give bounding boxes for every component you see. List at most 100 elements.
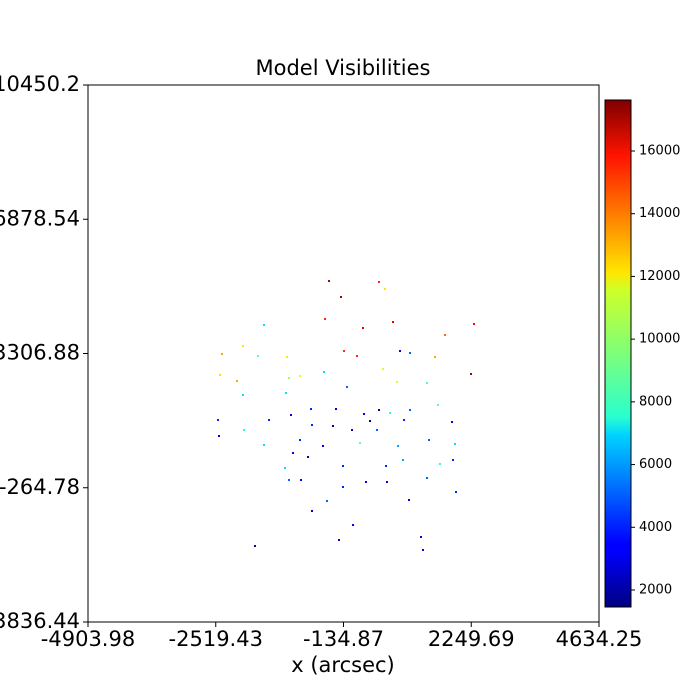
point [235, 380, 238, 383]
point [219, 373, 222, 376]
point [469, 373, 472, 376]
point [285, 392, 288, 395]
point [403, 418, 406, 421]
point [298, 439, 301, 442]
y-tick-label: 6878.54 [0, 206, 80, 230]
point [241, 393, 244, 396]
point [286, 355, 289, 358]
point [402, 459, 405, 462]
point [288, 377, 291, 380]
point [426, 476, 429, 479]
point [453, 443, 456, 446]
point [396, 380, 399, 383]
colorbar-tick-label: 16000 [639, 143, 680, 158]
point [361, 327, 364, 330]
point [283, 466, 286, 469]
colorbar-tick-label: 14000 [639, 206, 680, 221]
point [241, 345, 244, 348]
point [292, 451, 295, 454]
point [298, 375, 301, 378]
point [268, 418, 271, 421]
point [399, 350, 402, 353]
point [444, 334, 447, 337]
point [369, 420, 372, 423]
colorbar-tick-label: 12000 [639, 269, 680, 284]
point [436, 403, 439, 406]
point [253, 545, 256, 548]
chart-title: Model Visibilities [255, 56, 430, 80]
x-tick-label: 4634.25 [556, 627, 643, 651]
point [355, 355, 358, 358]
point [243, 428, 246, 431]
point [340, 296, 343, 299]
point [433, 355, 436, 358]
colorbar-tick-label: 6000 [639, 457, 672, 472]
point [409, 352, 412, 355]
point [363, 413, 366, 416]
x-tick-label: 2249.69 [428, 627, 515, 651]
point [307, 456, 310, 459]
point [376, 428, 379, 431]
point [331, 425, 334, 428]
point [426, 382, 429, 385]
colorbar-tick-label: 4000 [639, 520, 672, 535]
point [262, 444, 265, 447]
point [322, 444, 325, 447]
point [342, 486, 345, 489]
point [342, 464, 345, 467]
point [300, 479, 303, 482]
point [220, 353, 223, 356]
point [334, 408, 337, 411]
point [351, 428, 354, 431]
point [450, 421, 453, 424]
point [324, 317, 327, 320]
x-tick-label: -4903.98 [41, 627, 135, 651]
x-tick-label: -2519.43 [169, 627, 263, 651]
point [427, 439, 430, 442]
point [328, 279, 331, 282]
y-tick-label: -3836.44 [0, 609, 80, 633]
point [382, 368, 385, 371]
point [378, 281, 381, 284]
point [325, 499, 328, 502]
point [310, 408, 313, 411]
point [385, 464, 388, 467]
point [346, 386, 349, 389]
point [289, 413, 292, 416]
colorbar [604, 99, 632, 608]
x-axis-label: x (arcsec) [291, 653, 394, 677]
point [391, 320, 394, 323]
point [364, 481, 367, 484]
point [421, 549, 424, 552]
colorbar-tick-label: 8000 [639, 394, 672, 409]
point [385, 481, 388, 484]
y-tick-label: -264.78 [0, 475, 80, 499]
point [472, 322, 475, 325]
point [288, 479, 291, 482]
point [378, 408, 381, 411]
plot-frame [87, 84, 600, 623]
point [256, 355, 259, 358]
point [420, 535, 423, 538]
point [388, 411, 391, 414]
point [310, 509, 313, 512]
point [343, 350, 346, 353]
y-tick-label: 3306.88 [0, 341, 80, 365]
colorbar-tick-label: 10000 [639, 332, 680, 347]
point [409, 408, 412, 411]
point [217, 418, 220, 421]
point [262, 324, 265, 327]
point [322, 370, 325, 373]
point [310, 423, 313, 426]
point [384, 287, 387, 290]
point [358, 441, 361, 444]
point [352, 524, 355, 527]
point [451, 459, 454, 462]
point [438, 463, 441, 466]
point [408, 499, 411, 502]
point [337, 539, 340, 542]
x-tick-label: -134.87 [303, 627, 384, 651]
y-tick-label: 10450.2 [0, 72, 80, 96]
